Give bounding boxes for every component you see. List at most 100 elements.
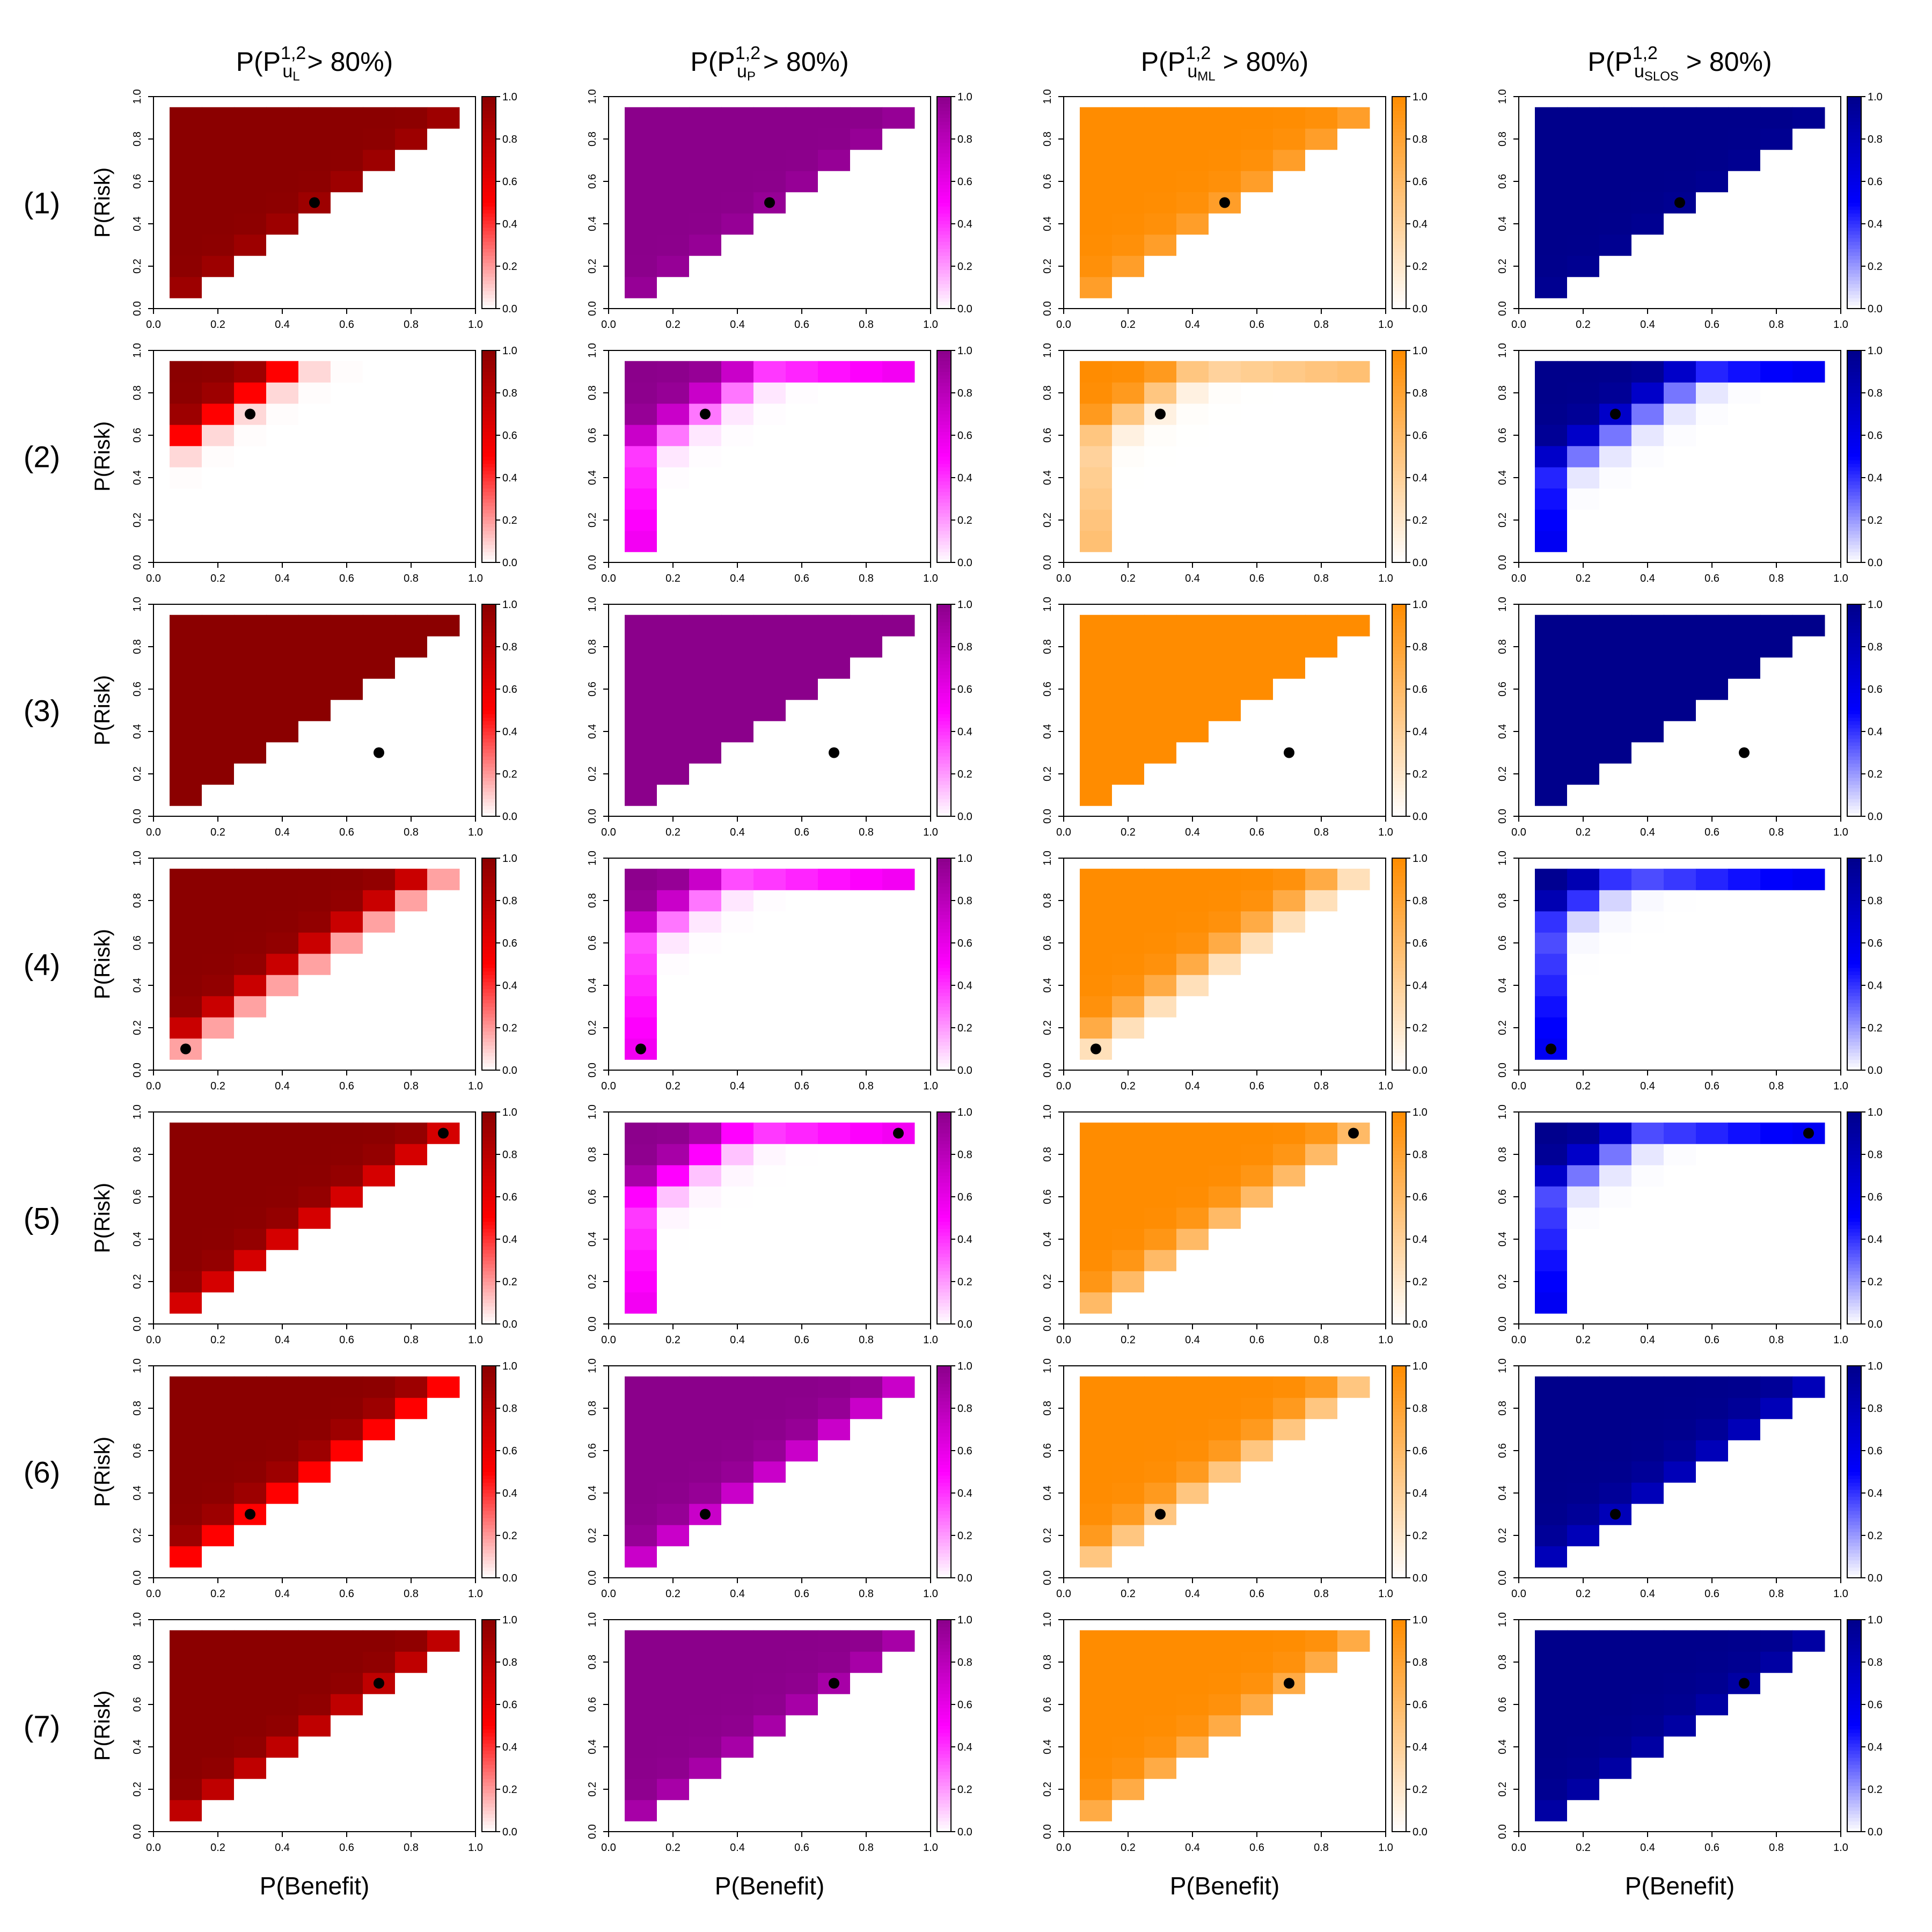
colorbar-segment — [937, 664, 951, 669]
heatmap-cell — [721, 361, 754, 383]
colorbar-frame — [1392, 96, 1407, 309]
x-tick-label: 0.6 — [794, 1080, 809, 1092]
colorbar-segment — [937, 650, 951, 654]
x-tick-label: 0.0 — [601, 319, 616, 331]
heatmap-cell — [170, 1397, 202, 1419]
x-tick-label: 0.2 — [1121, 1842, 1136, 1854]
heatmap-cell — [1631, 1397, 1664, 1419]
heatmap-cell — [202, 1165, 235, 1187]
heatmap-cell — [818, 445, 851, 467]
heatmap-cell — [1599, 488, 1632, 510]
heatmap-cell — [1664, 953, 1696, 975]
colorbar-frame — [936, 350, 952, 563]
heatmap-cell — [1144, 1017, 1177, 1039]
heatmap-cell — [1080, 234, 1113, 256]
heatmap-cell — [1144, 1461, 1177, 1483]
heatmap-cell — [1535, 171, 1568, 193]
heatmap-cell — [363, 1418, 396, 1440]
colorbar-segment — [482, 421, 496, 425]
heatmap-cell — [1728, 614, 1761, 636]
colorbar-segment — [1392, 1796, 1406, 1801]
heatmap-cell — [1631, 1799, 1664, 1821]
heatmap-cell — [363, 445, 396, 467]
heatmap-cell — [1728, 868, 1761, 890]
heatmap-cell — [850, 488, 883, 510]
colorbar-segment — [937, 692, 951, 697]
heatmap-cell — [1337, 1736, 1370, 1758]
heatmap-cell — [786, 1418, 818, 1440]
heatmap-cell — [1664, 763, 1696, 785]
heatmap-cell — [1144, 1651, 1177, 1673]
colorbar-tick-label: 0.6 — [957, 1445, 972, 1457]
heatmap-cell — [721, 975, 754, 997]
heatmap-cell — [1696, 1186, 1729, 1208]
y-tick-label: 0.2 — [1497, 766, 1509, 781]
x-tick-label: 1.0 — [468, 573, 483, 584]
heatmap-cell — [1305, 445, 1338, 467]
colorbar-segment — [482, 735, 496, 739]
heatmap-cell — [1631, 1440, 1664, 1462]
heatmap-cell — [170, 699, 202, 721]
colorbar-segment — [937, 1556, 951, 1561]
heatmap-cell — [298, 1757, 331, 1779]
colorbar-segment — [482, 1172, 496, 1176]
heatmap-cell — [170, 636, 202, 658]
colorbar-tick-label: 0.2 — [502, 1022, 517, 1034]
heatmap-cell — [1176, 1186, 1209, 1208]
colorbar-segment — [1392, 185, 1406, 189]
colorbar-segment — [937, 548, 951, 552]
heatmap-cell — [1567, 911, 1600, 933]
heatmap-cell — [1176, 868, 1209, 890]
heatmap-cell — [882, 382, 915, 404]
colorbar-segment — [1392, 385, 1406, 390]
colorbar-segment — [937, 245, 951, 249]
heatmap-cell — [298, 1418, 331, 1440]
heatmap-cell — [1792, 1715, 1825, 1737]
colorbar-segment — [1392, 238, 1406, 242]
heatmap-cell — [1728, 1376, 1761, 1398]
colorbar-segment — [1392, 1144, 1406, 1148]
colorbar-segment — [937, 403, 951, 407]
heatmap-cell — [395, 276, 428, 298]
heatmap-cell — [657, 1694, 690, 1716]
heatmap-cell — [1792, 403, 1825, 425]
colorbar-segment — [937, 114, 951, 119]
colorbar-segment — [1847, 478, 1861, 482]
heatmap-cell — [850, 890, 883, 912]
heatmap-cell — [1599, 276, 1632, 298]
colorbar-segment — [1392, 287, 1406, 291]
colorbar-segment — [937, 269, 951, 274]
heatmap-cell — [363, 128, 396, 150]
colorbar-segment — [482, 537, 496, 542]
colorbar-segment — [1392, 1690, 1406, 1694]
colorbar-segment — [937, 407, 951, 411]
heatmap-cell — [625, 382, 657, 404]
colorbar-segment — [482, 445, 496, 450]
colorbar-segment — [937, 1397, 951, 1402]
colorbar-segment — [482, 1485, 496, 1490]
colorbar-segment — [482, 921, 496, 926]
x-tick-label: 0.0 — [601, 1334, 616, 1346]
heatmap-cell — [1728, 509, 1761, 531]
heatmap-cell — [1305, 1503, 1338, 1525]
heatmap-cell — [395, 1186, 428, 1208]
colorbar-segment — [937, 946, 951, 950]
heatmap-cell — [331, 1397, 363, 1419]
x-tick-label: 0.6 — [339, 1588, 354, 1600]
heatmap-cell — [1305, 636, 1338, 658]
heatmap-cell — [1696, 1799, 1729, 1821]
heatmap-cell — [1273, 425, 1306, 447]
heatmap-cell — [234, 107, 267, 129]
colorbar-segment — [1847, 1200, 1861, 1204]
x-tick-label: 0.8 — [1769, 826, 1784, 838]
heatmap-cell — [1273, 784, 1306, 806]
heatmap-cell — [689, 868, 722, 890]
heatmap-cell — [786, 1165, 818, 1187]
colorbar-segment — [1392, 1479, 1406, 1483]
colorbar-segment — [1847, 1518, 1861, 1522]
colorbar-segment — [482, 788, 496, 792]
heatmap-cell — [1305, 742, 1338, 764]
heatmap-cell — [1080, 1292, 1113, 1314]
colorbar-segment — [1847, 160, 1861, 164]
heatmap-cell — [427, 361, 460, 383]
